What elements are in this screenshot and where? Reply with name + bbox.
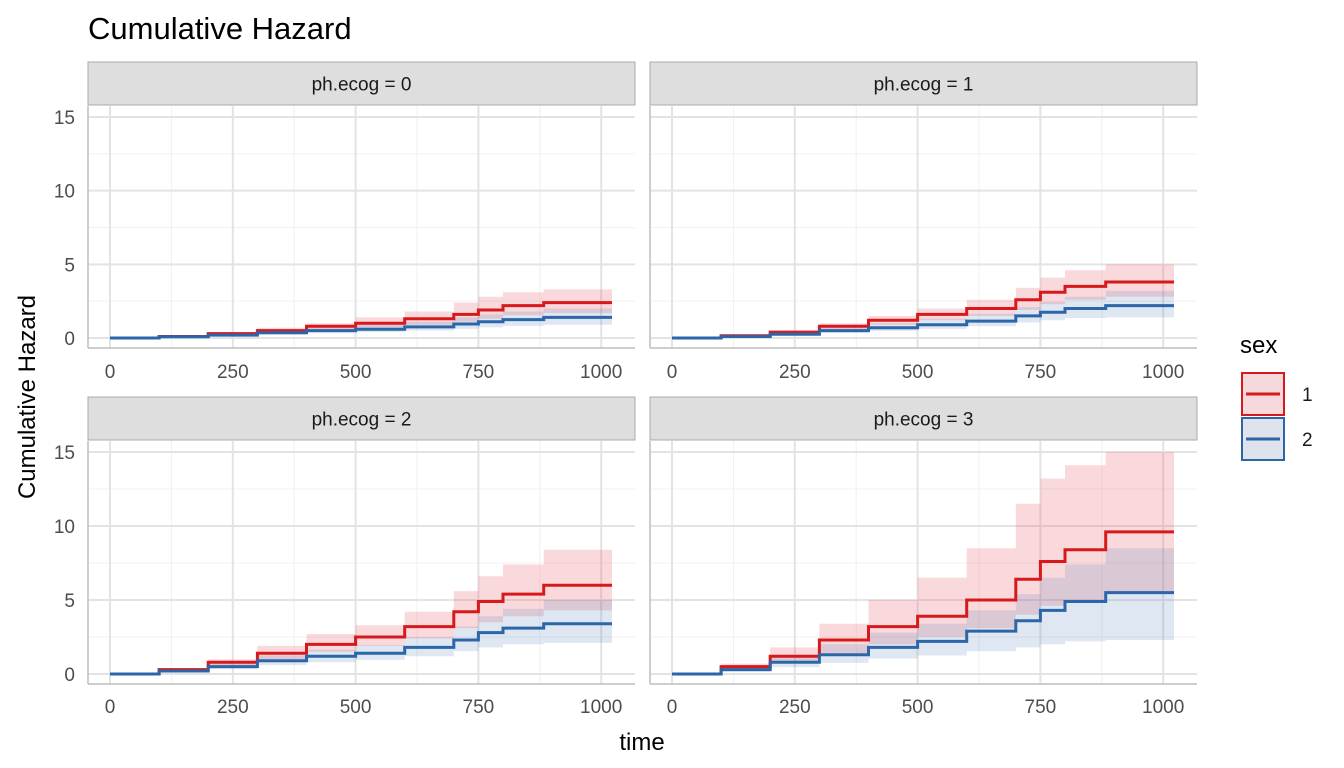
x-tick-label: 1000 bbox=[580, 362, 622, 383]
confidence-band-sex-1 bbox=[110, 289, 612, 338]
gridlines bbox=[650, 441, 1197, 684]
confidence-band-sex-2 bbox=[110, 308, 612, 338]
facet-strip-label: ph.ecog = 1 bbox=[874, 75, 974, 96]
facet-panel: ph.ecog = 3 0 250 500 750 1000 bbox=[649, 396, 1198, 718]
chart-title: Cumulative Hazard bbox=[88, 11, 352, 46]
facet-panel: ph.ecog = 1 0 250 500 750 1000 bbox=[649, 61, 1198, 383]
y-tick-label: 5 bbox=[64, 591, 75, 612]
legend: sex 1 2 bbox=[1240, 332, 1313, 461]
x-tick-label: 0 bbox=[105, 697, 116, 718]
facet-strip bbox=[87, 396, 636, 441]
hazard-line-sex-2 bbox=[672, 591, 1174, 676]
legend-key-2: 2 bbox=[1241, 417, 1313, 461]
x-tick-label: 0 bbox=[667, 362, 678, 383]
x-axis-title: time bbox=[619, 729, 664, 756]
y-axis-title: Cumulative Hazard bbox=[14, 295, 41, 499]
x-tick-label: 500 bbox=[902, 697, 934, 718]
x-tick-label: 0 bbox=[667, 697, 678, 718]
confidence-band-sex-2 bbox=[672, 290, 1174, 338]
legend-title: sex bbox=[1240, 332, 1277, 359]
x-tick-label: 750 bbox=[1025, 362, 1057, 383]
x-tick-label: 250 bbox=[217, 362, 249, 383]
facet-strip-label: ph.ecog = 2 bbox=[312, 410, 412, 431]
y-tick-label: 10 bbox=[54, 517, 75, 538]
hazard-line-sex-2 bbox=[110, 622, 612, 676]
legend-label: 2 bbox=[1302, 430, 1313, 451]
x-tick-label: 1000 bbox=[580, 697, 622, 718]
x-tick-label: 0 bbox=[105, 362, 116, 383]
confidence-band-sex-2 bbox=[110, 600, 612, 674]
facet-panel: ph.ecog = 2 0 250 500 750 1000 0 5 10 15 bbox=[54, 396, 636, 718]
x-tick-label: 1000 bbox=[1142, 697, 1184, 718]
x-tick-label: 250 bbox=[217, 697, 249, 718]
x-tick-label: 750 bbox=[463, 697, 495, 718]
x-tick-label: 500 bbox=[902, 362, 934, 383]
x-tick-label: 750 bbox=[463, 362, 495, 383]
confidence-band-sex-1 bbox=[672, 452, 1174, 674]
facet-strip bbox=[649, 396, 1198, 441]
hazard-line-sex-2 bbox=[110, 315, 612, 340]
facet-panel: ph.ecog = 0 0 250 500 750 1000 0 5 10 15 bbox=[54, 61, 636, 383]
x-tick-label: 750 bbox=[1025, 697, 1057, 718]
confidence-band-sex-2 bbox=[672, 548, 1174, 674]
facet-strip-label: ph.ecog = 3 bbox=[874, 410, 974, 431]
facet-strip-label: ph.ecog = 0 bbox=[312, 75, 412, 96]
y-tick-label: 10 bbox=[54, 182, 75, 203]
y-tick-label: 0 bbox=[64, 665, 75, 686]
y-tick-label: 15 bbox=[54, 108, 75, 129]
y-tick-label: 5 bbox=[64, 255, 75, 276]
y-tick-label: 0 bbox=[64, 329, 75, 350]
confidence-band-sex-1 bbox=[672, 264, 1174, 338]
gridlines bbox=[650, 106, 1197, 348]
legend-label: 1 bbox=[1302, 385, 1313, 406]
x-tick-label: 500 bbox=[340, 697, 372, 718]
confidence-band-sex-1 bbox=[110, 549, 612, 674]
facet-strip bbox=[649, 61, 1198, 106]
y-tick-label: 15 bbox=[54, 443, 75, 464]
legend-key-1: 1 bbox=[1241, 372, 1313, 416]
x-tick-label: 500 bbox=[340, 362, 372, 383]
facet-strip bbox=[87, 61, 636, 106]
x-tick-label: 1000 bbox=[1142, 362, 1184, 383]
x-tick-label: 250 bbox=[779, 362, 811, 383]
x-tick-label: 250 bbox=[779, 697, 811, 718]
hazard-line-sex-2 bbox=[672, 304, 1174, 340]
